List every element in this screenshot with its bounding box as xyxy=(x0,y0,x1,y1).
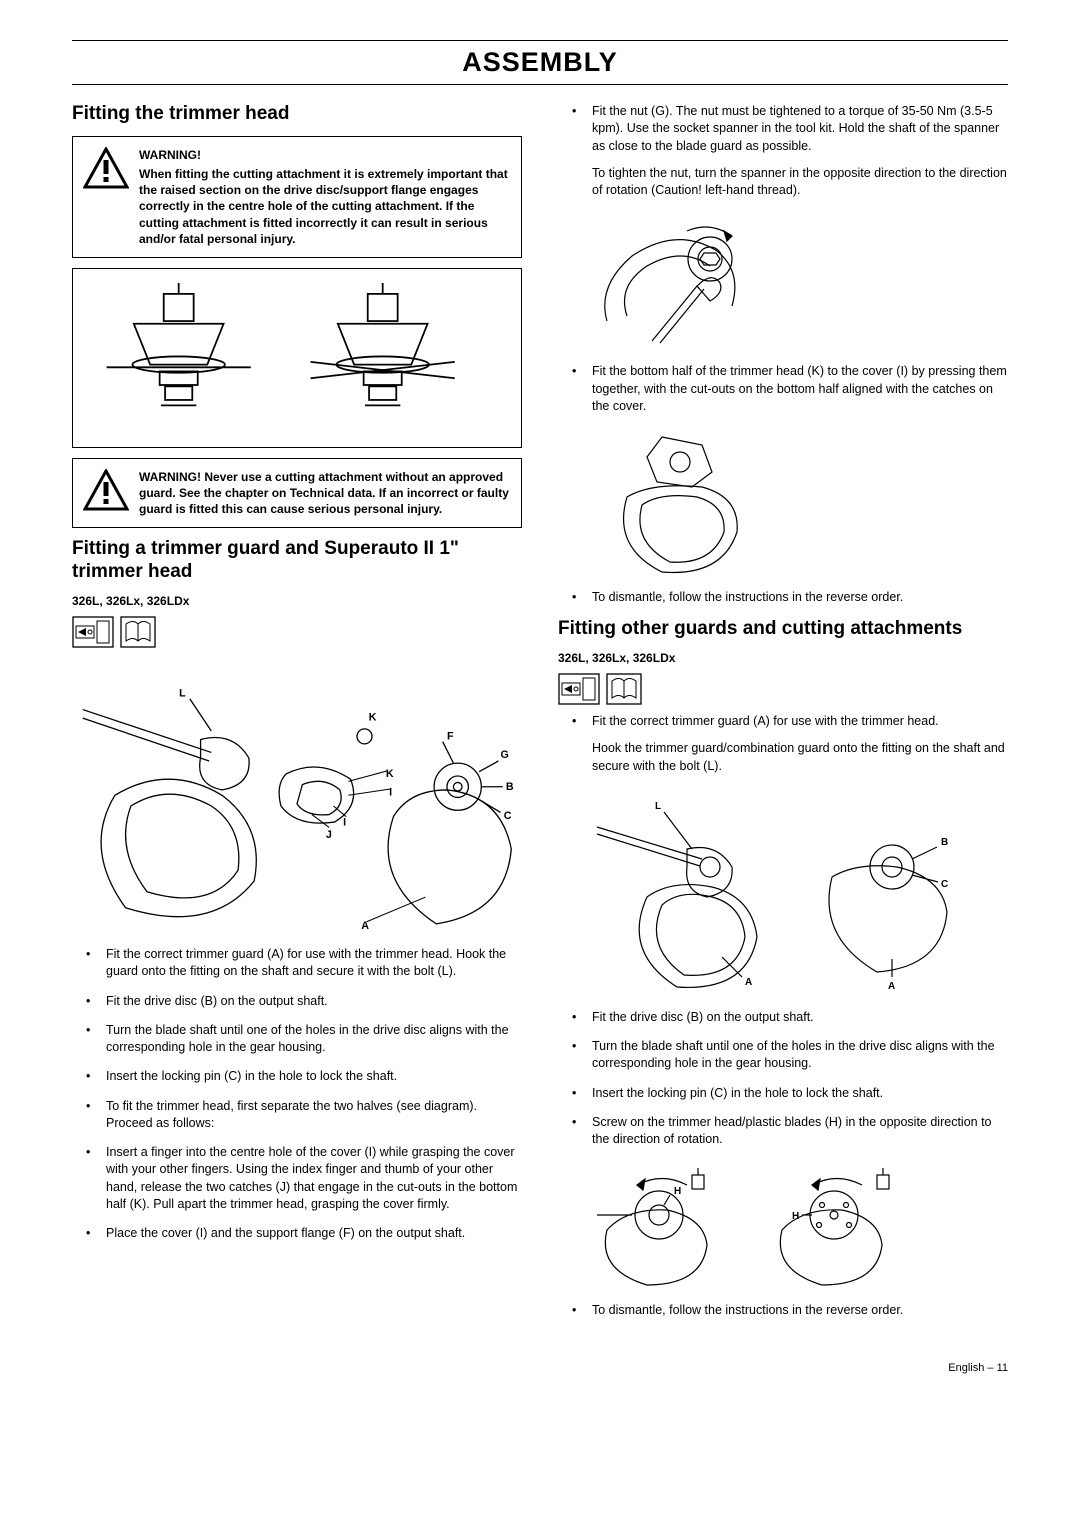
label-B: B xyxy=(506,781,514,793)
models-left: 326L, 326Lx, 326LDx xyxy=(72,594,522,608)
right-bullet-list-1: Fit the nut (G). The nut must be tighten… xyxy=(558,103,1008,199)
right-bullet-list-6: To dismantle, follow the instructions in… xyxy=(558,1302,1008,1319)
figure-engage-correct-incorrect xyxy=(72,268,522,448)
right-c1b: Hook the trimmer guard/combination guard… xyxy=(592,740,1008,775)
label-K: K xyxy=(369,711,377,723)
left-bullet-2: Fit the drive disc (B) on the output sha… xyxy=(86,993,522,1010)
figure-tighten-nut xyxy=(558,211,1008,351)
right-c1a: Fit the correct trimmer guard (A) for us… xyxy=(592,714,939,728)
right-c4: Insert the locking pin (C) in the hole t… xyxy=(572,1085,1008,1102)
figure-guard-fit-abcl: L B C A A xyxy=(558,787,1008,997)
right-column: Fit the nut (G). The nut must be tighten… xyxy=(558,103,1008,1332)
label-G: G xyxy=(501,748,509,760)
label-L2: L xyxy=(655,801,661,812)
left-bullet-3: Turn the blade shaft until one of the ho… xyxy=(86,1022,522,1057)
figure-trimmer-guard-assembly: L K G F B C K I J I A xyxy=(72,656,522,935)
label-I2: I xyxy=(343,816,346,828)
warning-body-1: When fitting the cutting attachment it i… xyxy=(139,167,508,246)
manual-read-icon xyxy=(120,616,156,648)
stop-engine-icons xyxy=(72,616,522,648)
footer-page: 11 xyxy=(997,1362,1008,1374)
warning-text-1: WARNING! When fitting the cutting attach… xyxy=(139,147,509,247)
right-c3: Turn the blade shaft until one of the ho… xyxy=(572,1038,1008,1073)
heading-fitting-trimmer-guard: Fitting a trimmer guard and Superauto II… xyxy=(72,538,522,584)
right-c2: Fit the drive disc (B) on the output sha… xyxy=(572,1009,1008,1026)
warning-box-2: WARNING! Never use a cutting attachment … xyxy=(72,458,522,529)
right-bullet-list-2: Fit the bottom half of the trimmer head … xyxy=(558,363,1008,415)
left-bullet-4: Insert the locking pin (C) in the hole t… xyxy=(86,1068,522,1085)
right-c6: To dismantle, follow the instructions in… xyxy=(572,1302,1008,1319)
right-c5: Screw on the trimmer head/plastic blades… xyxy=(572,1114,1008,1149)
figure-trimmer-head-ki xyxy=(558,427,1008,577)
left-bullet-list: Fit the correct trimmer guard (A) for us… xyxy=(72,946,522,1242)
page-footer: English – 11 xyxy=(72,1362,1008,1374)
models-right: 326L, 326Lx, 326LDx xyxy=(558,651,1008,665)
label-A2: A xyxy=(745,977,752,988)
stop-engine-icons-2 xyxy=(558,673,1008,705)
figure-screw-head-h: H H xyxy=(558,1160,1008,1290)
manual-read-icon xyxy=(606,673,642,705)
left-bullet-1: Fit the correct trimmer guard (A) for us… xyxy=(86,946,522,981)
label-A: A xyxy=(361,920,369,932)
right-bullet-1: Fit the nut (G). The nut must be tighten… xyxy=(572,103,1008,199)
stop-switch-icon xyxy=(558,673,600,705)
label-K2: K xyxy=(386,768,394,780)
footer-sep: – xyxy=(987,1362,993,1374)
left-bullet-5: To fit the trimmer head, first separate … xyxy=(86,1098,522,1133)
page-title: ASSEMBLY xyxy=(72,47,1008,78)
right-bullet-list-4: Fit the correct trimmer guard (A) for us… xyxy=(558,713,1008,775)
label-H1: H xyxy=(674,1186,681,1197)
diagram-drive-disc-engage xyxy=(93,283,501,433)
label-J: J xyxy=(326,829,332,841)
right-bullet-list-5: Fit the drive disc (B) on the output sha… xyxy=(558,1009,1008,1149)
heading-fitting-trimmer-head: Fitting the trimmer head xyxy=(72,103,522,126)
label-I: I xyxy=(389,786,392,798)
left-bullet-6: Insert a finger into the centre hole of … xyxy=(86,1144,522,1213)
left-column: Fitting the trimmer head WARNING! When f… xyxy=(72,103,522,1332)
label-F: F xyxy=(447,730,454,742)
right-bullet-2: Fit the bottom half of the trimmer head … xyxy=(572,363,1008,415)
right-bullet-1a: Fit the nut (G). The nut must be tighten… xyxy=(592,104,999,153)
right-bullet-3: To dismantle, follow the instructions in… xyxy=(572,589,1008,606)
label-H2: H xyxy=(792,1211,799,1222)
label-C2: C xyxy=(941,879,948,890)
right-bullet-list-3: To dismantle, follow the instructions in… xyxy=(558,589,1008,606)
label-B2: B xyxy=(941,837,948,848)
warning-triangle-icon xyxy=(83,469,129,513)
heading-other-guards: Fitting other guards and cutting attachm… xyxy=(558,618,1008,641)
right-bullet-1b: To tighten the nut, turn the spanner in … xyxy=(592,165,1008,200)
label-A3: A xyxy=(888,981,895,992)
left-bullet-7: Place the cover (I) and the support flan… xyxy=(86,1225,522,1242)
warning-body-2: WARNING! Never use a cutting attachment … xyxy=(139,469,509,518)
warning-triangle-icon xyxy=(83,147,129,191)
warning-box-1: WARNING! When fitting the cutting attach… xyxy=(72,136,522,258)
warning-label: WARNING! xyxy=(139,147,509,163)
page-title-bar: ASSEMBLY xyxy=(72,40,1008,85)
two-column-layout: Fitting the trimmer head WARNING! When f… xyxy=(72,103,1008,1332)
footer-lang: English xyxy=(948,1362,984,1374)
label-C: C xyxy=(504,810,512,822)
label-L: L xyxy=(179,687,186,699)
stop-switch-icon xyxy=(72,616,114,648)
right-c1: Fit the correct trimmer guard (A) for us… xyxy=(572,713,1008,775)
